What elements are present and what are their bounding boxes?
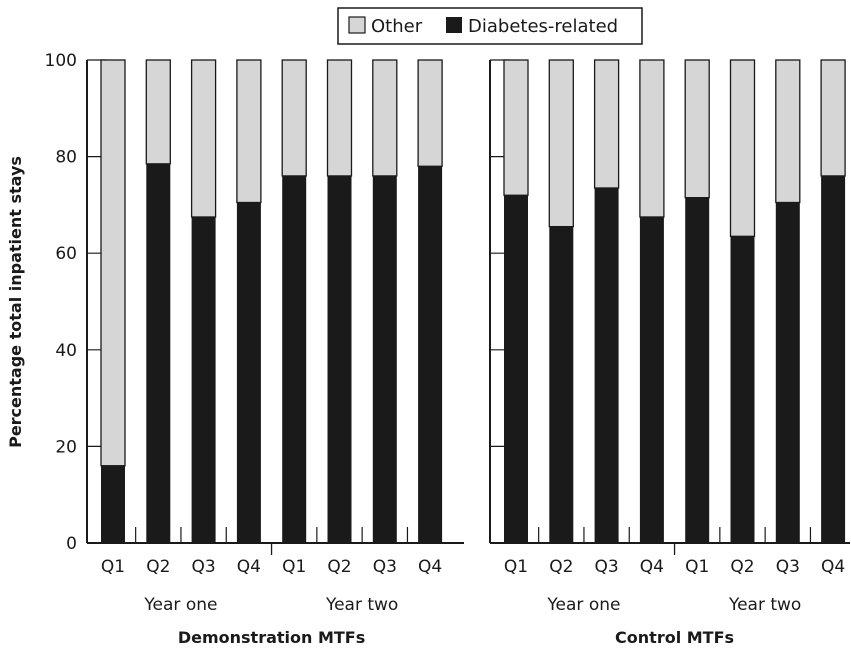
x-tick-label-5: Q1 [282, 557, 306, 577]
x-tick-label-2: Q2 [549, 557, 573, 577]
bar-other-5 [684, 59, 710, 199]
bar-other-6 [729, 59, 756, 237]
x-tick-label-1: Q1 [101, 557, 125, 577]
bar-other-7 [372, 59, 398, 177]
y-tick-label-0: 0 [66, 534, 77, 554]
year-group-label-1: Year one [546, 595, 620, 615]
bar-diabetes-1 [101, 465, 125, 543]
bar-diabetes-3 [191, 216, 216, 543]
x-tick-label-1: Q1 [504, 557, 528, 577]
x-tick-label-5: Q1 [685, 557, 709, 577]
bar-diabetes-3 [594, 187, 619, 543]
year-group-label-1: Year one [143, 595, 217, 615]
x-tick-label-3: Q3 [594, 557, 618, 577]
legend-box [337, 7, 643, 45]
panel-title: Control MTFs [615, 628, 734, 647]
legend-diabetes-label: Diabetes-related [468, 16, 618, 37]
x-tick-label-2: Q2 [146, 557, 170, 577]
bar-other-6 [326, 59, 353, 177]
bar-other-2 [548, 59, 574, 228]
x-tick-label-8: Q4 [821, 557, 845, 577]
panel-title: Demonstration MTFs [178, 628, 365, 647]
y-tick-label-40: 40 [55, 341, 77, 361]
bar-other-3 [593, 59, 620, 189]
panel-control: Q1 Q2 Q3 Q4 Q1 Q2 Q3 Q4 Year one Year two Control … [489, 59, 850, 647]
x-tick-label-6: Q2 [730, 557, 754, 577]
bar-diabetes-8 [821, 175, 846, 544]
x-tick-label-4: Q4 [640, 557, 664, 577]
bar-diabetes-1 [504, 195, 528, 544]
year-group-label-2: Year two [325, 595, 398, 615]
legend: Other Diabetes-related [337, 7, 643, 45]
bar-other-8 [417, 59, 443, 167]
y-tick-label-100: 100 [45, 51, 77, 71]
bar-other-5 [281, 59, 307, 177]
legend-other-swatch [348, 16, 366, 34]
bar-diabetes-6 [730, 236, 755, 544]
y-tick-label-80: 80 [55, 148, 77, 168]
panel-demonstration: 0 20 40 60 80 100 Q1 Q2 Q3 Q4 Q1 Q2 Q3 Q4 Year one Year… [45, 51, 464, 647]
x-tick-label-4: Q4 [237, 557, 261, 577]
bar-diabetes-2 [549, 226, 574, 543]
bar-other-2 [145, 59, 171, 165]
x-tick-label-6: Q2 [327, 557, 351, 577]
bar-diabetes-8 [418, 166, 443, 543]
legend-diabetes-swatch [446, 17, 462, 33]
bar-other-8 [820, 59, 846, 177]
bar-diabetes-4 [236, 202, 261, 544]
bar-diabetes-2 [146, 163, 171, 543]
bar-diabetes-5 [282, 175, 307, 544]
y-tick-label-60: 60 [55, 244, 77, 264]
x-tick-label-3: Q3 [191, 557, 215, 577]
y-axis-label: Percentage total inpatient stays [6, 156, 25, 448]
bar-other-4 [236, 59, 262, 204]
x-tick-label-7: Q3 [776, 557, 800, 577]
bar-diabetes-5 [685, 197, 710, 543]
bar-other-1 [503, 59, 529, 196]
x-tick-label-8: Q4 [418, 557, 442, 577]
bar-other-7 [775, 59, 801, 204]
bar-other-3 [190, 59, 217, 218]
bar-diabetes-7 [775, 202, 800, 544]
bar-other-4 [639, 59, 665, 218]
year-group-label-2: Year two [728, 595, 801, 615]
y-tick-label-20: 20 [55, 437, 77, 457]
legend-other-label: Other [371, 16, 423, 37]
bar-diabetes-7 [372, 175, 397, 544]
bar-diabetes-4 [639, 216, 664, 543]
bar-other-1 [100, 59, 126, 467]
x-tick-label-7: Q3 [373, 557, 397, 577]
bar-diabetes-6 [327, 175, 352, 544]
